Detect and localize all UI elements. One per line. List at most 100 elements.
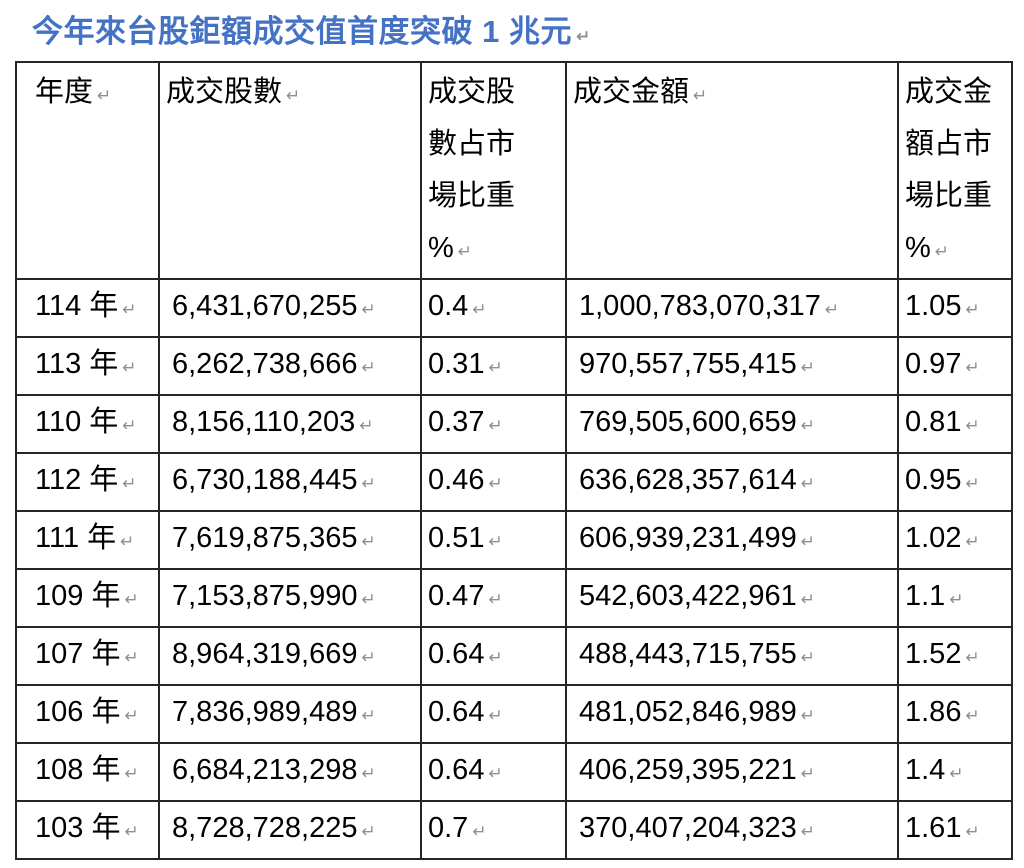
cell-text: 113 年 (35, 348, 119, 380)
table-cell-shares-market-pct: 0.64 ↵ (420, 626, 567, 686)
cell-text: 0.31 (428, 348, 485, 380)
paragraph-mark-icon: ↵ (800, 416, 815, 435)
table-cell-year: 107 年 ↵ (15, 626, 160, 686)
cell-text: 606,939,231,499 (579, 522, 797, 554)
paragraph-mark-icon: ↵ (488, 706, 503, 725)
cell-text: 1,000,783,070,317 (579, 290, 821, 322)
table-cell-year: 109 年 ↵ (15, 568, 160, 628)
cell-text: 0.51 (428, 522, 485, 554)
cell-text: 0.46 (428, 464, 485, 496)
table-row: 114 年 ↵ 6,431,670,255 ↵ 0.4 ↵ 1,000,783,070,31… (15, 278, 1013, 338)
table-body: 114 年 ↵ 6,431,670,255 ↵ 0.4 ↵ 1,000,783,070,31… (15, 278, 1013, 860)
table-header-row: 年度 ↵ 成交股數 ↵ 成交股 數占市 場比重 % ↵ 成交金額 ↵ 成交金 額占市 場… (15, 61, 1013, 280)
cell-text: 8,728,728,225 (172, 812, 358, 844)
cell-text: 0.37 (428, 406, 485, 438)
paragraph-mark-icon: ↵ (575, 27, 591, 46)
table-row: 110 年 ↵ 8,156,110,203 ↵ 0.37 ↵ 769,505,600,659… (15, 394, 1013, 454)
cell-text: 112 年 (35, 464, 119, 496)
column-header-amount-market-pct: 成交金 額占市 場比重 % ↵ (897, 61, 1013, 280)
table-cell-shares: 8,964,319,669 ↵ (158, 626, 422, 686)
column-header-text: 成交股數 (166, 76, 283, 108)
paragraph-mark-icon: ↵ (488, 648, 503, 667)
cell-text: 0.4 (428, 290, 469, 322)
column-header-text: 成交金 額占市 場比重 % (905, 76, 993, 264)
paragraph-mark-icon: ↵ (124, 764, 139, 783)
table-header: 年度 ↵ 成交股數 ↵ 成交股 數占市 場比重 % ↵ 成交金額 ↵ 成交金 額占市 場… (15, 61, 1013, 280)
paragraph-mark-icon: ↵ (488, 590, 503, 609)
cell-text: 481,052,846,989 (579, 696, 797, 728)
cell-text: 7,619,875,365 (172, 522, 358, 554)
table-cell-year: 111 年 ↵ (15, 510, 160, 570)
column-header-text: 成交金額 (573, 76, 690, 108)
column-header-shares-market-pct: 成交股 數占市 場比重 % ↵ (420, 61, 567, 280)
table-cell-amount: 970,557,755,415 ↵ (565, 336, 899, 396)
cell-text: 1.61 (905, 812, 962, 844)
paragraph-mark-icon: ↵ (800, 590, 815, 609)
paragraph-mark-icon: ↵ (693, 86, 708, 105)
paragraph-mark-icon: ↵ (488, 532, 503, 551)
paragraph-mark-icon: ↵ (949, 764, 964, 783)
paragraph-mark-icon: ↵ (361, 648, 376, 667)
table-cell-amount: 481,052,846,989 ↵ (565, 684, 899, 744)
table-cell-shares: 6,431,670,255 ↵ (158, 278, 422, 338)
table-cell-amount: 606,939,231,499 ↵ (565, 510, 899, 570)
cell-text: 0.64 (428, 638, 485, 670)
cell-text: 406,259,395,221 (579, 754, 797, 786)
table-row: 106 年 ↵ 7,836,989,489 ↵ 0.64 ↵ 481,052,846,989… (15, 684, 1013, 744)
cell-text: 0.97 (905, 348, 962, 380)
cell-text: 6,431,670,255 (172, 290, 358, 322)
document-page: 今年來台股鉅額成交值首度突破 1 兆元 ↵ 年度 ↵ 成交股數 ↵ 成交股 數占市 場… (0, 6, 1024, 868)
paragraph-mark-icon: ↵ (124, 648, 139, 667)
table-row: 103 年 ↵ 8,728,728,225 ↵ 0.7 ↵ 370,407,204,323 ↵… (15, 800, 1013, 860)
table-cell-shares: 6,730,188,445 ↵ (158, 452, 422, 512)
table-cell-amount-market-pct: 1.02 ↵ (897, 510, 1013, 570)
paragraph-mark-icon: ↵ (122, 358, 137, 377)
paragraph-mark-icon: ↵ (286, 86, 301, 105)
table-cell-amount-market-pct: 1.05 ↵ (897, 278, 1013, 338)
table-row: 111 年 ↵ 7,619,875,365 ↵ 0.51 ↵ 606,939,231,499… (15, 510, 1013, 570)
paragraph-mark-icon: ↵ (965, 532, 980, 551)
table-cell-shares-market-pct: 0.31 ↵ (420, 336, 567, 396)
cell-text: 6,730,188,445 (172, 464, 358, 496)
paragraph-mark-icon: ↵ (488, 416, 503, 435)
table-cell-shares: 8,156,110,203 ↵ (158, 394, 422, 454)
paragraph-mark-icon: ↵ (124, 590, 139, 609)
table-cell-shares-market-pct: 0.37 ↵ (420, 394, 567, 454)
paragraph-mark-icon: ↵ (800, 358, 815, 377)
cell-text: 103 年 (35, 812, 121, 844)
cell-text: 370,407,204,323 (579, 812, 797, 844)
table-cell-shares-market-pct: 0.46 ↵ (420, 452, 567, 512)
paragraph-mark-icon: ↵ (361, 474, 376, 493)
paragraph-mark-icon: ↵ (120, 532, 135, 551)
cell-text: 6,262,738,666 (172, 348, 358, 380)
table-cell-amount-market-pct: 1.86 ↵ (897, 684, 1013, 744)
paragraph-mark-icon: ↵ (124, 822, 139, 841)
cell-text: 636,628,357,614 (579, 464, 797, 496)
paragraph-mark-icon: ↵ (359, 416, 374, 435)
cell-text: 7,153,875,990 (172, 580, 358, 612)
table-cell-shares-market-pct: 0.47 ↵ (420, 568, 567, 628)
paragraph-mark-icon: ↵ (934, 242, 950, 261)
table-cell-amount-market-pct: 0.95 ↵ (897, 452, 1013, 512)
table-cell-shares-market-pct: 0.4 ↵ (420, 278, 567, 338)
cell-text: 0.47 (428, 580, 485, 612)
cell-text: 1.1 (905, 580, 946, 612)
table-cell-shares-market-pct: 0.64 ↵ (420, 684, 567, 744)
table-cell-amount: 1,000,783,070,317 ↵ (565, 278, 899, 338)
cell-text: 1.02 (905, 522, 962, 554)
column-header-amount: 成交金額 ↵ (565, 61, 899, 280)
paragraph-mark-icon: ↵ (472, 300, 487, 319)
paragraph-mark-icon: ↵ (361, 358, 376, 377)
paragraph-mark-icon: ↵ (800, 822, 815, 841)
cell-text: 488,443,715,755 (579, 638, 797, 670)
paragraph-mark-icon: ↵ (965, 358, 980, 377)
table-cell-year: 114 年 ↵ (15, 278, 160, 338)
table-cell-amount: 769,505,600,659 ↵ (565, 394, 899, 454)
page-title-text: 今年來台股鉅額成交值首度突破 1 兆元 (32, 14, 572, 49)
cell-text: 107 年 (35, 638, 121, 670)
cell-text: 1.05 (905, 290, 962, 322)
table-row: 109 年 ↵ 7,153,875,990 ↵ 0.47 ↵ 542,603,422,961… (15, 568, 1013, 628)
cell-text: 111 年 (35, 522, 117, 554)
cell-text: 114 年 (35, 290, 119, 322)
table-cell-amount: 370,407,204,323 ↵ (565, 800, 899, 860)
